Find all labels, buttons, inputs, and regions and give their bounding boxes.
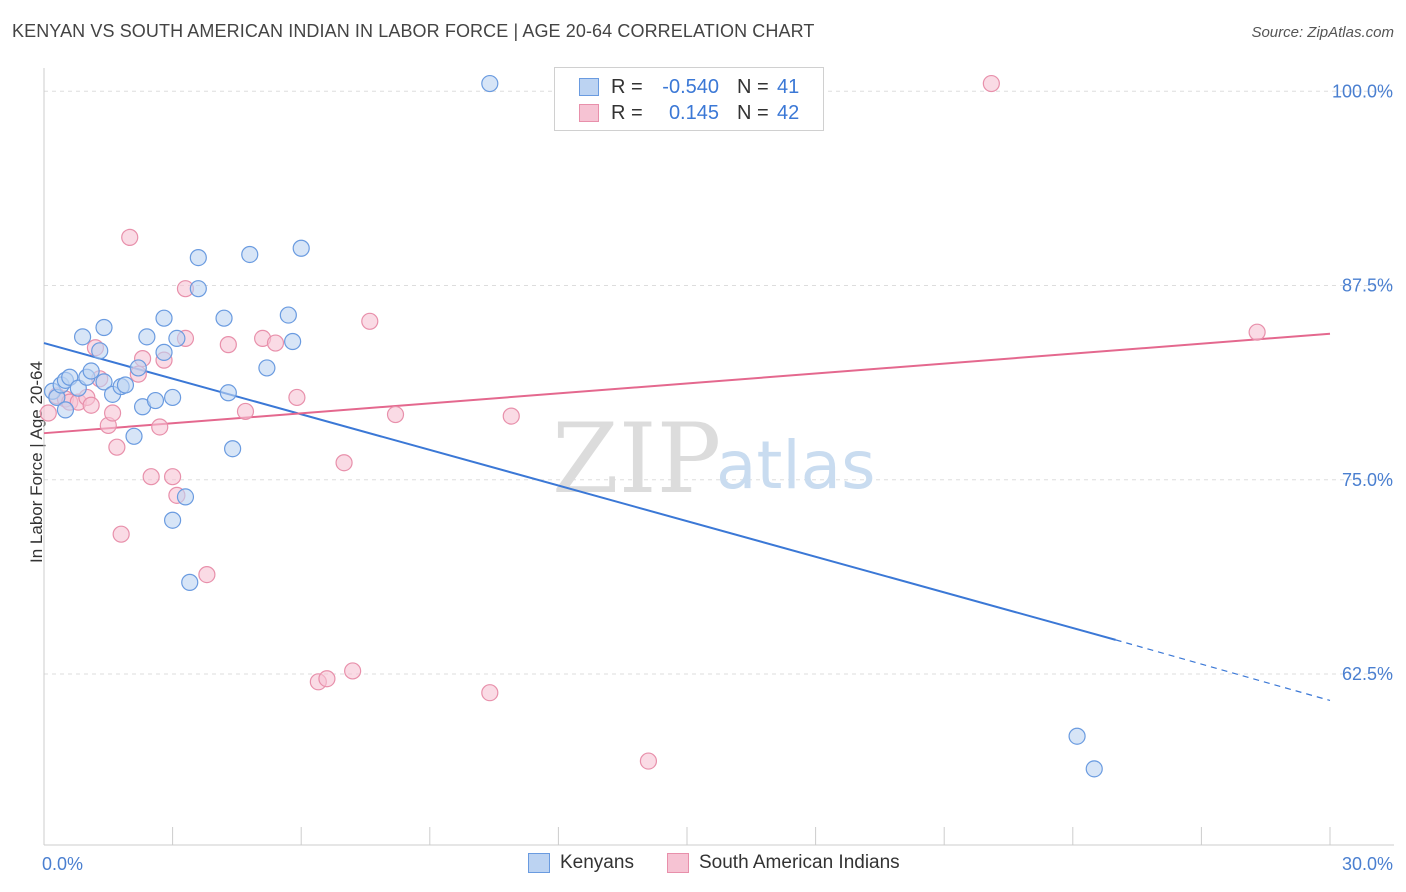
south-american-indian-point [151, 418, 169, 436]
kenyan-point [138, 328, 156, 346]
south-american-indians-legend-swatch [667, 853, 689, 873]
legend-row-south-american-indians: R = 0.145 N = 42 [579, 101, 799, 125]
kenyan-point [292, 239, 310, 257]
legend-row-kenyans: R = -0.540 N = 41 [579, 75, 799, 99]
watermark-zip: ZIP [552, 403, 721, 515]
south-american-indian-point [502, 407, 520, 425]
south-american-indian-point [121, 228, 139, 246]
kenyans-legend-swatch [528, 853, 550, 873]
kenyan-point [155, 309, 173, 327]
kenyan-point [284, 332, 302, 351]
kenyan-point [215, 309, 233, 327]
south-american-indian-point [108, 438, 126, 456]
south-american-indian-point [335, 454, 353, 472]
south-american-indian-point [344, 662, 362, 680]
south-american-indians-legend-label: South American Indians [699, 852, 900, 873]
kenyan-point [481, 74, 499, 93]
kenyan-point [129, 359, 147, 377]
kenyan-point [176, 488, 195, 506]
y-tick-label: 100.0% [1332, 81, 1393, 101]
kenyan-point [73, 328, 92, 346]
r-label: R = [611, 75, 643, 98]
kenyan-point [1085, 760, 1103, 778]
kenyan-point [56, 401, 75, 419]
south-american-indian-point [198, 566, 216, 584]
kenyan-point [219, 384, 237, 402]
kenyan-point [116, 376, 135, 394]
south-american-indian-point [386, 405, 405, 424]
bottom-legend-kenyans: Kenyans [528, 852, 634, 874]
kenyans-legend-label: Kenyans [560, 852, 634, 873]
south-american-indian-point [82, 396, 100, 414]
n-label: N = [737, 101, 769, 124]
south-american-indian-point [103, 404, 122, 422]
south-american-indian-point [236, 402, 255, 421]
y-tick-label: 62.5% [1342, 664, 1393, 684]
south-american-indian-point [164, 468, 182, 486]
n-value: 42 [777, 101, 800, 124]
trend-lines [43, 332, 1331, 702]
kenyans-trend-line [43, 342, 1116, 641]
kenyan-point [155, 343, 173, 361]
kenyan-point [181, 573, 199, 591]
r-value: 0.145 [668, 101, 719, 124]
kenyan-point [95, 373, 113, 391]
kenyans-points [43, 74, 1103, 778]
south-american-indian-point [266, 334, 285, 352]
kenyan-point [91, 342, 109, 360]
south-american-indian-point [481, 684, 499, 702]
gridlines [44, 90, 1394, 675]
y-tick-label: 75.0% [1342, 470, 1393, 490]
kenyan-point [1068, 727, 1086, 745]
kenyans-swatch [579, 78, 599, 96]
south-american-indians-points [39, 74, 1266, 770]
x-tick-label-max: 30.0% [1342, 854, 1393, 874]
south-american-indian-point [982, 74, 1000, 93]
chart-title: KENYAN VS SOUTH AMERICAN INDIAN IN LABOR… [12, 21, 815, 41]
kenyan-point [164, 511, 182, 529]
kenyan-point [241, 245, 259, 264]
kenyan-point [168, 329, 186, 347]
kenyan-point [125, 427, 143, 445]
kenyan-point [95, 318, 113, 337]
n-label: N = [737, 75, 769, 98]
kenyans-trend-extension [1115, 639, 1331, 702]
kenyan-point [146, 391, 165, 410]
south-american-indian-point [1248, 323, 1266, 341]
south-american-indians-swatch [579, 104, 599, 122]
kenyan-point [224, 440, 242, 458]
kenyan-point [164, 388, 182, 407]
x-tick-label-min: 0.0% [42, 854, 83, 874]
kenyan-point [82, 362, 100, 380]
source-label: Source: ZipAtlas.com [1251, 24, 1394, 41]
x-ticks [43, 827, 1331, 845]
kenyan-point [189, 248, 207, 267]
kenyan-point [258, 359, 276, 377]
south-american-indian-point [639, 752, 658, 770]
south-american-indian-point [361, 312, 379, 330]
south-american-indian-point [219, 336, 237, 354]
south-american-indian-point [318, 670, 336, 688]
watermark: ZIP atlas [552, 403, 876, 515]
south-american-indian-point [288, 388, 306, 407]
y-tick-label: 87.5% [1342, 276, 1393, 296]
correlation-legend: R = -0.540 N = 41 R = 0.145 N = 42 [554, 67, 824, 131]
south-american-indian-point [142, 468, 160, 486]
south-american-indian-point [112, 525, 130, 543]
kenyan-point [279, 306, 297, 324]
kenyan-point [189, 280, 207, 298]
watermark-atlas: atlas [716, 427, 876, 504]
r-label: R = [611, 101, 643, 124]
y-tick-labels: 62.5% 75.0% 87.5% 100.0% [1332, 81, 1393, 684]
bottom-legend-south-american-indians: South American Indians [667, 852, 900, 874]
n-value: 41 [777, 75, 800, 98]
axes [43, 68, 1394, 846]
south-american-indians-trend-line [43, 332, 1331, 435]
south-american-indian-point [39, 404, 57, 422]
r-value: -0.540 [662, 75, 719, 98]
